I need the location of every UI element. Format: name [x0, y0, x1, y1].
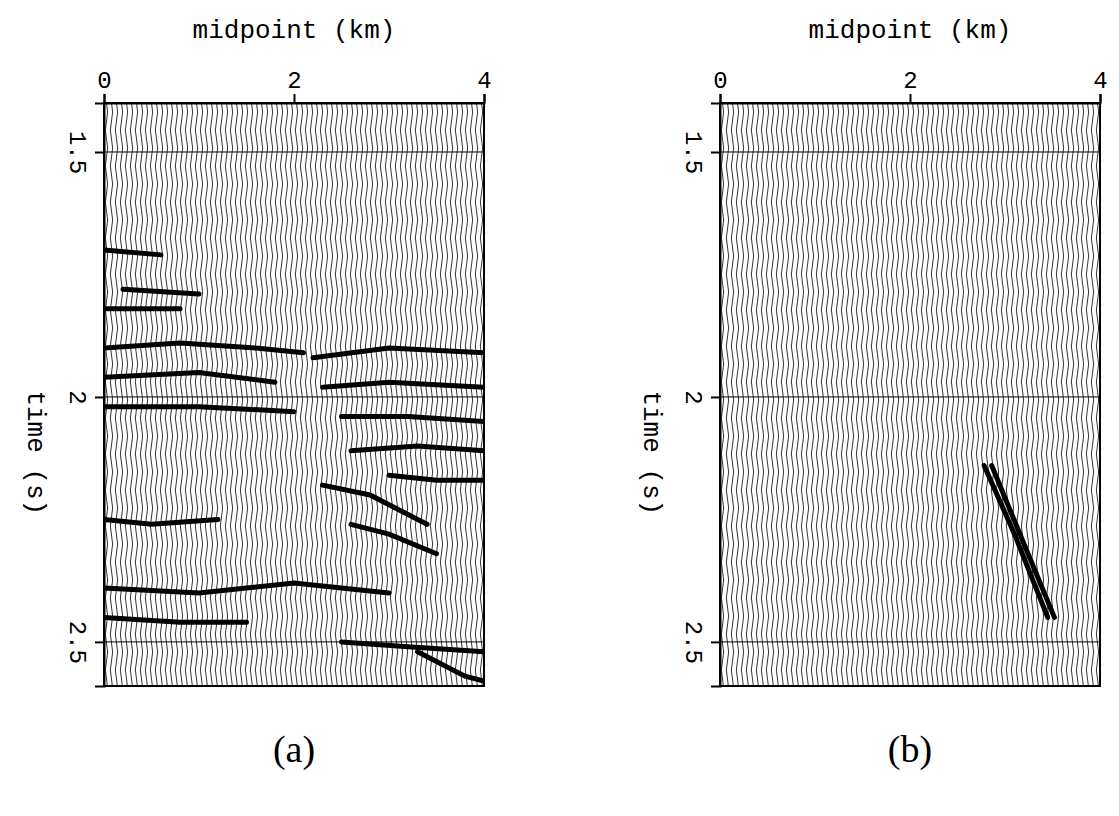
x-tick: 0: [97, 68, 111, 103]
y-axis: 1.5 2 2.5: [679, 104, 721, 687]
x-tick-mark: [720, 94, 722, 103]
events: [104, 250, 484, 681]
reflection-event: [418, 652, 485, 681]
panel: 0 2 4 1.5 2 2.5: [679, 68, 1108, 687]
y-tick-label: 1.5: [63, 131, 90, 174]
frame: [720, 103, 1100, 686]
y-tick-label: 2: [63, 390, 90, 404]
y-tick-mark: [711, 151, 720, 153]
reflection-event: [104, 343, 304, 353]
x-tick-label: 2: [903, 68, 917, 95]
x-tick-mark: [294, 94, 296, 103]
grid-line: [720, 396, 1100, 397]
reflection-event: [104, 306, 180, 311]
grid-line: [720, 641, 1100, 642]
reflection-event: [104, 250, 161, 255]
y-tick-mark: [95, 151, 104, 153]
events: [984, 466, 1054, 618]
x-axis-title: midpoint (km): [809, 16, 1012, 46]
panel-label: (a): [273, 728, 315, 771]
y-tick: 2.5: [63, 621, 104, 664]
x-tick-mark: [104, 94, 106, 103]
grid-line: [104, 641, 484, 642]
trace-background: [720, 103, 1100, 686]
reflection-event: [389, 475, 484, 480]
frame: [104, 103, 484, 686]
reflection-event: [984, 466, 1048, 618]
reflection-event: [342, 642, 485, 652]
reflection-event: [342, 417, 485, 422]
y-axis-title: time (s): [20, 390, 50, 515]
x-tick: 2: [903, 68, 917, 103]
y-tick: 1.5: [679, 131, 720, 174]
y-tick: 2.5: [679, 621, 720, 664]
grid-line: [104, 151, 484, 152]
y-tick-mark: [711, 396, 720, 398]
x-axis-line: [721, 94, 1101, 104]
panel: 0 2 4 1.5 2 2.5: [63, 68, 492, 687]
x-tick: 4: [477, 68, 491, 103]
x-tick: 0: [713, 68, 727, 103]
y-tick: 2: [679, 390, 720, 404]
x-axis-title: midpoint (km): [193, 16, 396, 46]
y-tick-label: 2: [679, 390, 706, 404]
x-tick-label: 0: [97, 68, 111, 95]
x-axis: 0 2 4: [97, 68, 491, 104]
reflection-event: [992, 466, 1055, 618]
reflection-event: [104, 617, 247, 622]
y-tick: 1.5: [63, 131, 104, 174]
reflection-event: [351, 446, 484, 451]
y-tick-mark: [711, 641, 720, 643]
y-tick-mark: [95, 396, 104, 398]
reflection-event: [351, 524, 437, 553]
y-tick-label: 2.5: [63, 621, 90, 664]
x-tick-label: 4: [477, 68, 491, 95]
reflection-event: [123, 289, 199, 294]
reflection-event: [104, 583, 389, 593]
x-tick-label: 0: [713, 68, 727, 95]
y-axis: 1.5 2 2.5: [63, 104, 105, 687]
y-axis-line: [95, 104, 105, 687]
x-tick-label: 2: [287, 68, 301, 95]
y-axis-title: time (s): [636, 390, 666, 515]
grid-line: [104, 396, 484, 397]
reflection-event: [323, 382, 485, 387]
y-tick-label: 2.5: [679, 621, 706, 664]
panel-label: (b): [888, 728, 932, 771]
y-tick-label: 1.5: [679, 131, 706, 174]
figure: 0 2 4 1.5 2 2.5 midpoint (km) time (s) (a) 0 2 4 1.5…: [0, 0, 1119, 816]
x-tick-mark: [1100, 94, 1102, 103]
reflection-event: [323, 485, 428, 524]
x-tick: 4: [1093, 68, 1107, 103]
x-tick: 2: [287, 68, 301, 103]
reflection-event: [313, 348, 484, 358]
x-tick-mark: [484, 94, 486, 103]
x-axis: 0 2 4: [713, 68, 1107, 104]
y-tick: 2: [63, 390, 104, 404]
y-tick-mark: [95, 641, 104, 643]
x-axis-line: [105, 94, 485, 104]
grid-line: [720, 151, 1100, 152]
reflection-event: [104, 519, 218, 524]
reflection-event: [104, 407, 294, 412]
x-tick-label: 4: [1093, 68, 1107, 95]
x-tick-mark: [910, 94, 912, 103]
reflection-event: [104, 372, 275, 382]
y-axis-line: [711, 104, 721, 687]
trace-background: [104, 103, 484, 686]
